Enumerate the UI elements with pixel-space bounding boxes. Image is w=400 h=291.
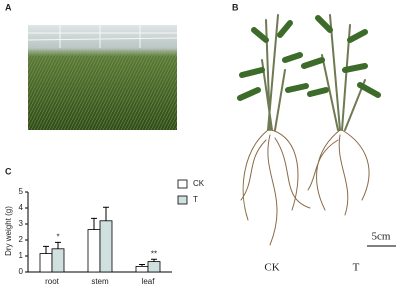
bar [39, 253, 53, 273]
legend-swatch [177, 179, 188, 189]
y-tick-label: 3 [19, 219, 24, 228]
error-bar [103, 206, 109, 221]
error-bar [151, 258, 157, 262]
error-bar [55, 241, 61, 249]
plant-label: CK [264, 262, 279, 274]
significance: ** [151, 249, 157, 258]
bar [99, 220, 113, 273]
significance: * [56, 233, 59, 242]
y-axis-label: Dry weight (g) [4, 206, 13, 256]
scale-label: 5cm [372, 231, 391, 243]
legend-label: CK [193, 179, 205, 188]
legend-label: T [193, 195, 198, 204]
y-tick-label: 5 [19, 187, 24, 196]
bar [51, 248, 65, 273]
plant-label: T [353, 262, 360, 274]
y-tick-label: 4 [19, 203, 24, 212]
bar [135, 265, 149, 273]
legend-swatch [177, 195, 188, 205]
y-tick-label: 0 [19, 267, 24, 276]
x-tick-label: stem [91, 277, 109, 286]
panel-label: B [232, 2, 239, 12]
plant-photo [237, 14, 381, 246]
y-tick-label: 1 [19, 251, 24, 260]
panel-label: C [5, 166, 12, 176]
y-tick-label: 2 [19, 235, 24, 244]
bar [87, 229, 101, 273]
error-bar [139, 263, 145, 267]
x-tick-label: leaf [142, 277, 156, 286]
bar [147, 261, 161, 273]
error-bar [91, 217, 97, 230]
greenhouse-photo [27, 25, 178, 130]
error-bar [43, 245, 49, 254]
x-tick-label: root [45, 277, 60, 286]
panel-label: A [5, 2, 12, 12]
